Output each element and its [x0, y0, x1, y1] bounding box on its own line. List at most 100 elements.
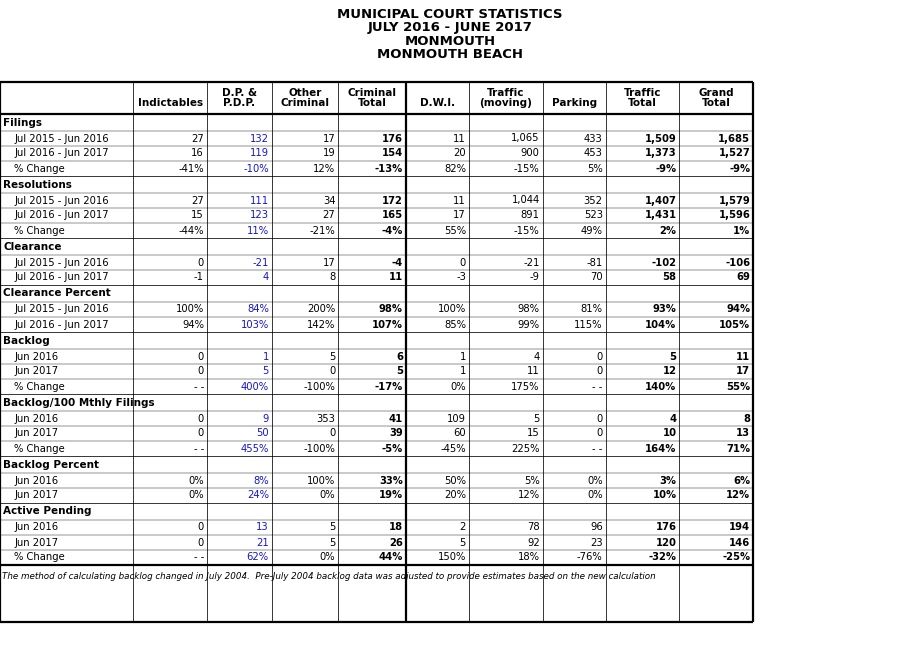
Text: 39: 39 — [389, 428, 403, 439]
Text: -9: -9 — [530, 272, 540, 283]
Text: 0: 0 — [198, 538, 204, 547]
Text: Jul 2015 - Jun 2016: Jul 2015 - Jun 2016 — [14, 195, 109, 206]
Text: Criminal: Criminal — [347, 88, 397, 98]
Text: 84%: 84% — [247, 305, 269, 314]
Text: 5: 5 — [670, 351, 677, 362]
Text: 70: 70 — [590, 272, 603, 283]
Text: 120: 120 — [655, 538, 677, 547]
Text: Jun 2017: Jun 2017 — [14, 366, 58, 377]
Text: 5: 5 — [263, 366, 269, 377]
Text: Clearance Percent: Clearance Percent — [3, 289, 111, 298]
Text: -4%: -4% — [382, 226, 403, 236]
Text: 115%: 115% — [574, 320, 603, 329]
Text: Traffic: Traffic — [487, 88, 525, 98]
Text: 455%: 455% — [240, 443, 269, 454]
Text: 33%: 33% — [379, 476, 403, 485]
Text: 100%: 100% — [176, 305, 204, 314]
Text: 5: 5 — [460, 538, 466, 547]
Text: Jul 2016 - Jun 2017: Jul 2016 - Jun 2017 — [14, 320, 109, 329]
Text: 85%: 85% — [444, 320, 466, 329]
Text: 19: 19 — [322, 149, 336, 159]
Text: 5: 5 — [329, 538, 336, 547]
Text: 1: 1 — [460, 366, 466, 377]
Text: Jun 2016: Jun 2016 — [14, 523, 58, 532]
Text: The method of calculating backlog changed in July 2004.  Pre-July 2004 backlog d: The method of calculating backlog change… — [2, 572, 655, 581]
Text: Total: Total — [702, 98, 731, 108]
Text: Jun 2017: Jun 2017 — [14, 490, 58, 501]
Text: MONMOUTH BEACH: MONMOUTH BEACH — [377, 49, 523, 61]
Text: 107%: 107% — [372, 320, 403, 329]
Text: 6: 6 — [396, 351, 403, 362]
Text: 1,685: 1,685 — [718, 133, 751, 144]
Text: 11: 11 — [453, 133, 466, 144]
Text: 900: 900 — [521, 149, 540, 159]
Text: 433: 433 — [584, 133, 603, 144]
Text: 11: 11 — [389, 272, 403, 283]
Text: -45%: -45% — [440, 443, 466, 454]
Text: Indictables: Indictables — [138, 98, 202, 108]
Text: - -: - - — [194, 553, 204, 562]
Text: 1,527: 1,527 — [718, 149, 751, 159]
Text: 0%: 0% — [320, 553, 336, 562]
Text: -100%: -100% — [303, 443, 336, 454]
Text: Other: Other — [288, 88, 322, 98]
Text: 17: 17 — [322, 258, 336, 267]
Text: 194: 194 — [729, 523, 751, 532]
Text: -76%: -76% — [577, 553, 603, 562]
Text: 62%: 62% — [247, 553, 269, 562]
Text: -106: -106 — [725, 258, 751, 267]
Text: 4: 4 — [534, 351, 540, 362]
Text: 104%: 104% — [645, 320, 677, 329]
Text: Backlog/100 Mthly Filings: Backlog/100 Mthly Filings — [3, 397, 155, 408]
Text: 200%: 200% — [307, 305, 336, 314]
Text: 6%: 6% — [734, 476, 751, 485]
Text: 1,065: 1,065 — [511, 133, 540, 144]
Text: -44%: -44% — [178, 226, 204, 236]
Text: 0%: 0% — [587, 476, 603, 485]
Text: 164%: 164% — [645, 443, 677, 454]
Text: - -: - - — [592, 382, 603, 391]
Text: 27: 27 — [322, 210, 336, 221]
Text: 55%: 55% — [444, 226, 466, 236]
Text: 16: 16 — [191, 149, 204, 159]
Text: % Change: % Change — [14, 553, 65, 562]
Text: 12: 12 — [662, 366, 677, 377]
Text: 60: 60 — [454, 428, 466, 439]
Text: Active Pending: Active Pending — [3, 507, 92, 516]
Text: Jun 2016: Jun 2016 — [14, 351, 58, 362]
Text: 100%: 100% — [307, 476, 336, 485]
Text: 5%: 5% — [524, 476, 540, 485]
Text: Jul 2016 - Jun 2017: Jul 2016 - Jun 2017 — [14, 149, 109, 159]
Text: 34: 34 — [323, 195, 336, 206]
Text: - -: - - — [592, 443, 603, 454]
Text: Jul 2015 - Jun 2016: Jul 2015 - Jun 2016 — [14, 133, 109, 144]
Text: 18%: 18% — [518, 553, 540, 562]
Text: 17: 17 — [453, 210, 466, 221]
Text: 15: 15 — [526, 428, 540, 439]
Text: 78: 78 — [527, 523, 540, 532]
Text: Jul 2016 - Jun 2017: Jul 2016 - Jun 2017 — [14, 210, 109, 221]
Text: 4: 4 — [670, 413, 677, 424]
Text: 18: 18 — [389, 523, 403, 532]
Text: 453: 453 — [584, 149, 603, 159]
Text: -15%: -15% — [514, 226, 540, 236]
Text: JULY 2016 - JUNE 2017: JULY 2016 - JUNE 2017 — [367, 21, 533, 34]
Text: 9: 9 — [263, 413, 269, 424]
Text: 1,596: 1,596 — [718, 210, 751, 221]
Text: Clearance: Clearance — [3, 241, 61, 252]
Text: 1,044: 1,044 — [511, 195, 540, 206]
Text: 0: 0 — [597, 366, 603, 377]
Text: 93%: 93% — [652, 305, 677, 314]
Text: % Change: % Change — [14, 382, 65, 391]
Text: Resolutions: Resolutions — [3, 179, 72, 190]
Text: 0%: 0% — [587, 490, 603, 501]
Text: Jun 2016: Jun 2016 — [14, 476, 58, 485]
Text: 225%: 225% — [511, 443, 540, 454]
Text: % Change: % Change — [14, 226, 65, 236]
Text: 0: 0 — [597, 351, 603, 362]
Text: 142%: 142% — [307, 320, 336, 329]
Text: 13: 13 — [736, 428, 751, 439]
Text: 1: 1 — [263, 351, 269, 362]
Text: 23: 23 — [590, 538, 603, 547]
Text: 1%: 1% — [733, 226, 751, 236]
